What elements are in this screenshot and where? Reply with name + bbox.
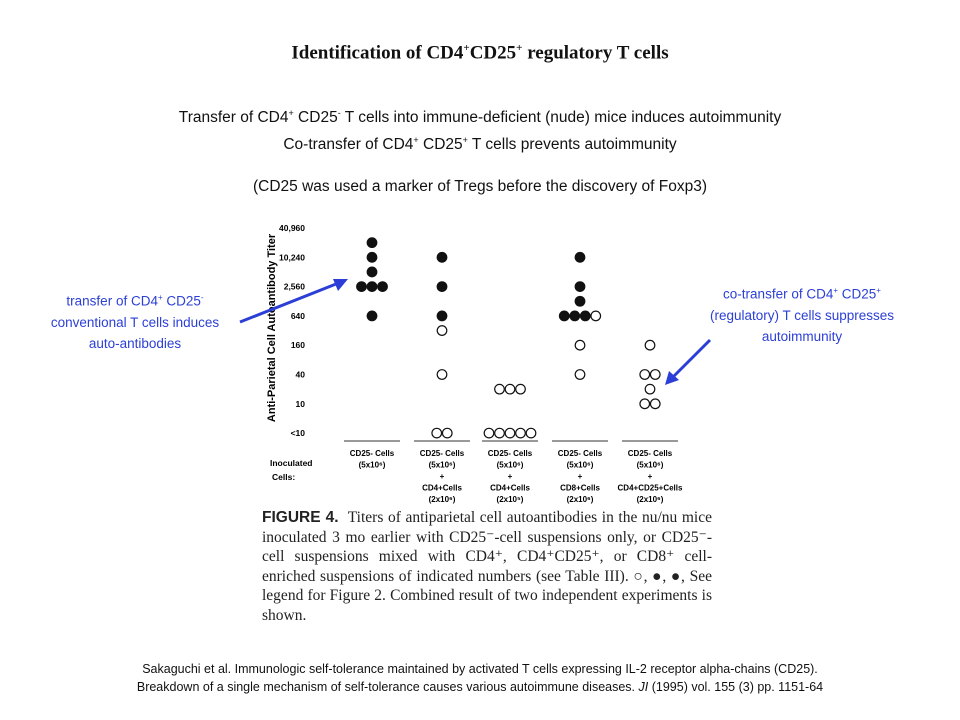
group-label: (5x10⁶) [429,461,456,470]
right-annotation: co-transfer of CD4+ CD25+ (regulatory) T… [709,286,895,344]
group-label: CD25- Cells [488,449,533,458]
open-data-point [515,383,526,395]
group-label: (5x10⁶) [637,461,664,470]
left-annotation: transfer of CD4+ CD25- conventional T ce… [50,293,220,351]
open-data-point [436,325,448,336]
open-data-point [504,427,516,439]
group-label: CD25- Cells [558,449,603,458]
x-axis-label-2: Cells: [272,472,295,482]
group-label: CD8+Cells [560,484,600,493]
citation: Sakaguchi et al. Immunologic self-tolera… [136,662,824,694]
filled-data-point [574,281,586,293]
x-axis-label: Inoculated [270,458,313,468]
open-data-point [515,427,526,439]
group-label: + [440,472,445,481]
figure-caption: FIGURE 4. Titers of antiparietal cell au… [262,509,713,624]
filled-data-point [558,310,570,322]
filled-data-point [366,281,378,293]
group-label: CD4+Cells [422,484,462,493]
open-data-point [644,339,656,351]
open-data-point [504,383,516,395]
open-data-point [649,369,661,380]
group-label: CD4+Cells [490,484,530,493]
y-tick-label: <10 [291,428,306,438]
y-tick-label: 10,240 [279,252,305,262]
y-tick-label: 40 [296,370,306,380]
group-label: + [508,472,513,481]
right-arrow [665,338,712,385]
filled-data-point [366,310,378,322]
open-data-point [639,369,651,380]
group-label: (5x10⁶) [497,461,524,470]
y-tick-label: 2,560 [284,282,306,292]
open-data-point [590,310,602,322]
filled-data-point [366,237,378,249]
statement-line-1: Transfer of CD4+ CD25- T cells into immu… [178,108,782,127]
statement-line-3: (CD25 was used a marker of Tregs before … [252,178,707,195]
filled-data-point [366,266,378,278]
filled-data-point [569,310,581,322]
filled-data-point [356,281,367,293]
group-label: + [648,472,653,481]
y-tick-label: 640 [291,311,305,321]
open-data-point [644,383,656,395]
group-label: (2x10⁶) [637,495,664,504]
filled-data-point [574,295,586,307]
group-label: (2x10⁶) [429,495,456,504]
filled-data-point [574,251,586,263]
open-data-point [649,398,661,410]
group-label: + [578,472,583,481]
open-data-point [483,427,495,439]
group-label: CD25- Cells [420,449,465,458]
left-arrow [239,279,348,324]
filled-data-point [579,310,591,322]
y-tick-label: 40,960 [279,223,305,233]
filled-data-point [436,251,448,263]
open-data-point [574,369,586,380]
open-data-point [494,427,505,439]
page-title: Identification of CD4+CD25+ regulatory T… [291,42,669,64]
group-label: CD25- Cells [350,449,395,458]
group-label: (2x10⁵) [497,495,524,504]
open-data-point [436,369,448,380]
group-label: (2x10⁶) [567,495,594,504]
filled-data-point [436,310,448,322]
filled-data-point [436,281,448,293]
open-data-point [525,427,537,439]
group-label: (5x10⁶) [567,461,594,470]
open-data-point [639,398,651,410]
y-tick-label: 10 [296,399,306,409]
open-data-point [574,339,586,351]
open-data-point [494,383,505,395]
statement-line-2: Co-transfer of CD4+ CD25+ T cells preven… [283,135,677,154]
filled-data-point [366,251,378,263]
open-data-point [441,427,453,439]
group-label: CD4+CD25+Cells [618,484,683,493]
group-label: CD25- Cells [628,449,673,458]
y-axis-label: Anti-Parietal Cell Autoantibody Titer [266,233,278,422]
filled-data-point [377,281,388,293]
y-tick-label: 160 [291,340,305,350]
open-data-point [431,427,443,439]
group-label: (5x10⁶) [359,461,386,470]
